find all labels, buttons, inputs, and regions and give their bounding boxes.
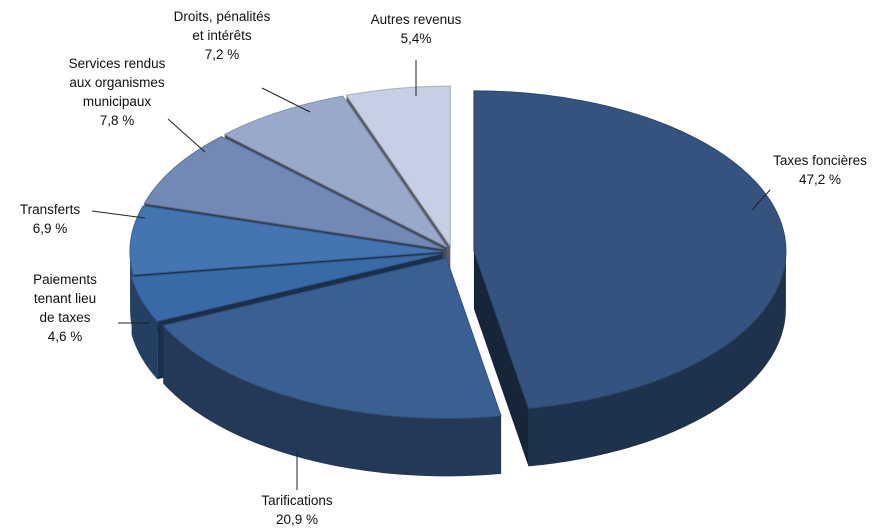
label-name-transferts-0: Transferts [20,202,81,217]
label-autres-revenus: Autres revenus 5,4% [371,12,462,96]
label-paiements-tenant-lieu-de-taxes: Paiements tenant lieu de taxes 4,6 % [33,272,150,344]
slice-services-rendus-aux-organismes-municipaux [143,135,444,250]
label-name-paiements-tenant-lieu-de-taxes-0: Paiements [33,272,97,287]
label-name-services-rendus-aux-organismes-municipaux-1: aux organismes [69,75,165,90]
slice-transferts [129,205,443,276]
slice-rim-taxes-foncieres [528,250,786,467]
label-value-autres-revenus: 5,4% [401,31,432,46]
slice-paiements-tenant-lieu-de-taxes [131,253,441,322]
label-transferts: Transferts 6,9 % [20,202,146,236]
label-name-services-rendus-aux-organismes-municipaux-2: municipaux [83,94,152,109]
label-value-paiements-tenant-lieu-de-taxes: 4,6 % [48,329,83,344]
slice-autres-revenus [345,85,451,248]
label-taxes-foncieres: Taxes foncières 47,2 % [751,153,867,211]
leader-line-taxes-foncieres [751,189,771,211]
leader-line-droits-penalites-et-interets [261,87,311,113]
label-value-services-rendus-aux-organismes-municipaux: 7,8 % [100,113,135,128]
label-name-taxes-foncieres-0: Taxes foncières [773,153,867,168]
label-name-autres-revenus-0: Autres revenus [371,12,462,27]
label-droits-penalites-et-interets: Droits, pénalités et intérêts 7,2 % [174,9,311,113]
label-name-tarifications-0: Tarifications [261,493,333,508]
slice-droits-penalites-et-interets [223,95,448,248]
label-services-rendus-aux-organismes-municipaux: Services rendus aux organismes municipaux 7… [69,56,206,153]
label-name-paiements-tenant-lieu-de-taxes-1: tenant lieu [34,291,96,306]
slice-rim-tarifications [163,325,502,477]
slice-taxes-foncieres [473,90,787,409]
label-name-services-rendus-aux-organismes-municipaux-0: Services rendus [69,56,166,71]
slice-rim-paiements-tenant-lieu-de-taxes [131,277,158,380]
label-value-taxes-foncieres: 47,2 % [799,172,841,187]
label-name-droits-penalites-et-interets-1: et intérêts [192,28,252,43]
label-tarifications: Tarifications 20,9 % [261,450,333,527]
label-value-tarifications: 20,9 % [276,512,318,527]
leader-line-services-rendus-aux-organismes-municipaux [167,118,206,153]
label-name-paiements-tenant-lieu-de-taxes-2: de taxes [39,310,90,325]
leader-line-transferts [91,210,146,219]
slice-wall-taxes-foncieres-1 [473,250,529,467]
label-value-droits-penalites-et-interets: 7,2 % [205,47,240,62]
slice-tarifications [162,257,502,419]
label-value-transferts: 6,9 % [33,221,68,236]
label-name-droits-penalites-et-interets-0: Droits, pénalités [174,9,271,24]
